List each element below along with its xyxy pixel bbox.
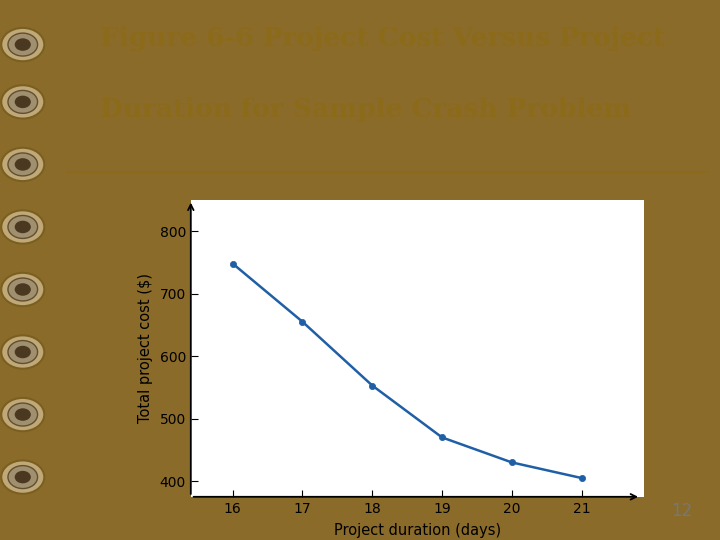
Circle shape [14,284,31,296]
Circle shape [14,408,31,421]
Circle shape [8,403,37,426]
Circle shape [14,38,31,51]
X-axis label: Project duration (days): Project duration (days) [334,523,501,538]
Circle shape [1,210,45,244]
Circle shape [14,158,31,171]
Circle shape [8,90,37,113]
Circle shape [14,346,31,358]
Circle shape [8,33,37,56]
Y-axis label: Total project cost ($): Total project cost ($) [138,273,153,423]
Circle shape [1,398,45,431]
Circle shape [14,96,31,108]
Circle shape [1,335,45,369]
Circle shape [1,273,45,306]
Text: 12: 12 [671,502,693,520]
Circle shape [14,471,31,483]
Circle shape [8,341,37,363]
Circle shape [8,215,37,239]
Text: Figure 6-6 Project Cost Versus Project: Figure 6-6 Project Cost Versus Project [100,26,665,51]
Circle shape [14,221,31,233]
Circle shape [1,85,45,119]
Text: Duration for Sample Crash Problem: Duration for Sample Crash Problem [100,97,631,122]
Circle shape [8,278,37,301]
Circle shape [1,461,45,494]
Circle shape [1,148,45,181]
Circle shape [8,465,37,489]
Circle shape [8,153,37,176]
Circle shape [1,28,45,61]
